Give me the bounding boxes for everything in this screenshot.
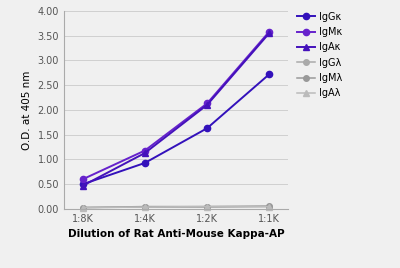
IgMκ xyxy=(205,102,210,105)
Line: IgAκ: IgAκ xyxy=(80,30,272,189)
IgMκ xyxy=(267,30,272,33)
IgGκ xyxy=(142,161,147,165)
Line: IgMλ: IgMλ xyxy=(80,203,272,210)
IgGκ xyxy=(267,73,272,76)
IgAκ xyxy=(205,103,210,107)
IgAλ xyxy=(142,206,147,209)
IgMκ xyxy=(142,149,147,152)
Line: IgGκ: IgGκ xyxy=(80,71,272,187)
IgGλ xyxy=(142,206,147,209)
Line: IgAλ: IgAλ xyxy=(80,204,272,210)
IgGλ xyxy=(205,206,210,209)
IgGλ xyxy=(267,205,272,208)
X-axis label: Dilution of Rat Anti-Mouse Kappa-AP: Dilution of Rat Anti-Mouse Kappa-AP xyxy=(68,229,284,239)
IgGκ xyxy=(80,183,85,186)
IgAλ xyxy=(205,205,210,208)
IgMλ xyxy=(142,205,147,208)
Legend: IgGκ, IgMκ, IgAκ, IgGλ, IgMλ, IgAλ: IgGκ, IgMκ, IgAκ, IgGλ, IgMλ, IgAλ xyxy=(297,12,342,98)
Line: IgMκ: IgMκ xyxy=(80,28,272,183)
IgMλ xyxy=(80,206,85,209)
IgGλ xyxy=(80,206,85,209)
IgAκ xyxy=(267,31,272,35)
IgGκ xyxy=(205,126,210,130)
IgMλ xyxy=(267,204,272,208)
Y-axis label: O.D. at 405 nm: O.D. at 405 nm xyxy=(22,70,32,150)
IgMλ xyxy=(205,205,210,208)
IgAλ xyxy=(267,205,272,208)
IgMκ xyxy=(80,178,85,181)
IgAκ xyxy=(142,151,147,155)
Line: IgGλ: IgGλ xyxy=(80,204,272,210)
IgAκ xyxy=(80,184,85,187)
IgAλ xyxy=(80,206,85,209)
